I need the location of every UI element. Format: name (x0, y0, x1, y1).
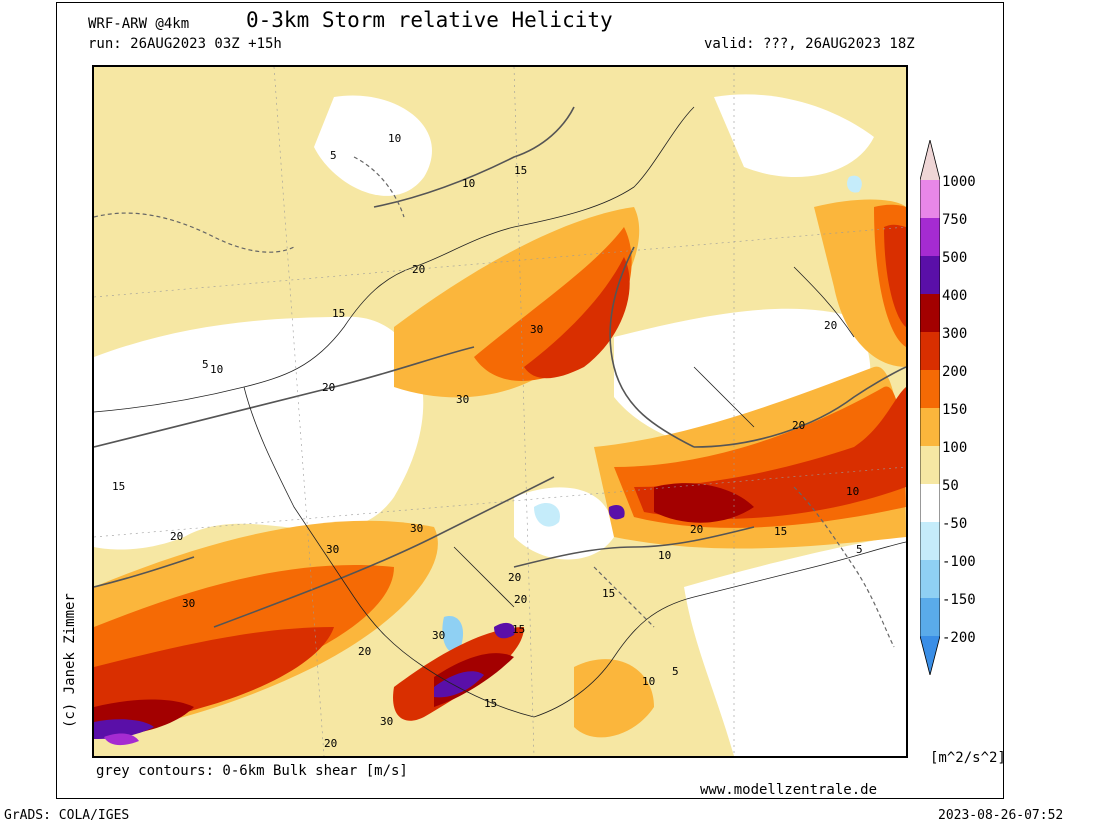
legend-swatch (920, 484, 940, 522)
legend-swatch (920, 180, 940, 218)
legend-label: -150 (942, 592, 976, 608)
contour-label: 20 (322, 381, 335, 394)
legend-label: 50 (942, 478, 959, 494)
contour-label: 15 (774, 525, 787, 538)
contour-label: 10 (846, 485, 859, 498)
website-link[interactable]: www.modellzentrale.de (700, 782, 878, 798)
contour-label: 15 (512, 623, 525, 636)
legend-top-arrow (920, 140, 940, 180)
run-time-label: run: 26AUG2023 03Z +15h (88, 36, 282, 52)
contour-label: 20 (514, 593, 527, 606)
legend-label: 150 (942, 402, 968, 418)
legend-label: 400 (942, 288, 968, 304)
legend-label: -200 (942, 630, 976, 646)
contour-label: 10 (658, 549, 671, 562)
chart-title: 0-3km Storm relative Helicity (246, 8, 613, 32)
contour-label: 30 (410, 522, 423, 535)
legend-label: 750 (942, 212, 968, 228)
legend-label: 100 (942, 440, 968, 456)
legend-swatch (920, 256, 940, 294)
legend-label: 200 (942, 364, 968, 380)
legend-swatch (920, 218, 940, 256)
valid-time-label: valid: ???, 26AUG2023 18Z (704, 36, 915, 52)
contour-label: 20 (170, 530, 183, 543)
contour-label: 15 (484, 697, 497, 710)
contour-label: 30 (456, 393, 469, 406)
contour-label: 5 (672, 665, 679, 678)
legend-swatch (920, 560, 940, 598)
legend-label: -100 (942, 554, 976, 570)
contour-note: grey contours: 0-6km Bulk shear [m/s] (96, 763, 408, 779)
timestamp: 2023-08-26-07:52 (938, 808, 1064, 823)
contour-label: 5 (202, 358, 209, 371)
map-canvas: 5 10 15 20 30 10 15 20 30 30 20 15 10 5 … (94, 67, 906, 756)
plot-frame (56, 2, 1004, 799)
legend-label: 500 (942, 250, 968, 266)
contour-label: 15 (332, 307, 345, 320)
legend-bottom-arrow (920, 636, 940, 675)
contour-label: 10 (642, 675, 655, 688)
contour-label: 30 (380, 715, 393, 728)
contour-label: 5 (330, 149, 337, 162)
model-label: WRF-ARW @4km (88, 16, 190, 32)
contour-label: 10 (210, 363, 223, 376)
legend-label: -50 (942, 516, 968, 532)
legend-swatch (920, 522, 940, 560)
contour-label: 20 (690, 523, 703, 536)
legend-colorbar (920, 140, 940, 675)
legend-swatch (920, 446, 940, 484)
contour-label: 20 (508, 571, 521, 584)
legend-units: [m^2/s^2] (930, 750, 1006, 766)
legend-label: 300 (942, 326, 968, 342)
legend-swatch (920, 294, 940, 332)
contour-label: 20 (824, 319, 837, 332)
legend-swatch (920, 332, 940, 370)
contour-label: 20 (324, 737, 337, 750)
contour-label: 10 (388, 132, 401, 145)
contour-label: 30 (182, 597, 195, 610)
contour-label: 30 (326, 543, 339, 556)
contour-label: 5 (856, 543, 863, 556)
contour-label: 10 (462, 177, 475, 190)
contour-label: 30 (530, 323, 543, 336)
contour-label: 15 (112, 480, 125, 493)
helicity-map: 5 10 15 20 30 10 15 20 30 30 20 15 10 5 … (92, 65, 908, 758)
legend-swatch (920, 370, 940, 408)
contour-label: 20 (792, 419, 805, 432)
contour-label: 30 (432, 629, 445, 642)
copyright-label: (c) Janek Zimmer (62, 593, 78, 728)
contour-label: 15 (602, 587, 615, 600)
legend-swatch (920, 408, 940, 446)
software-credit: GrADS: COLA/IGES (4, 808, 130, 823)
legend-swatch (920, 598, 940, 636)
contour-label: 20 (358, 645, 371, 658)
contour-label: 15 (514, 164, 527, 177)
contour-label: 20 (412, 263, 425, 276)
legend-label: 1000 (942, 174, 976, 190)
